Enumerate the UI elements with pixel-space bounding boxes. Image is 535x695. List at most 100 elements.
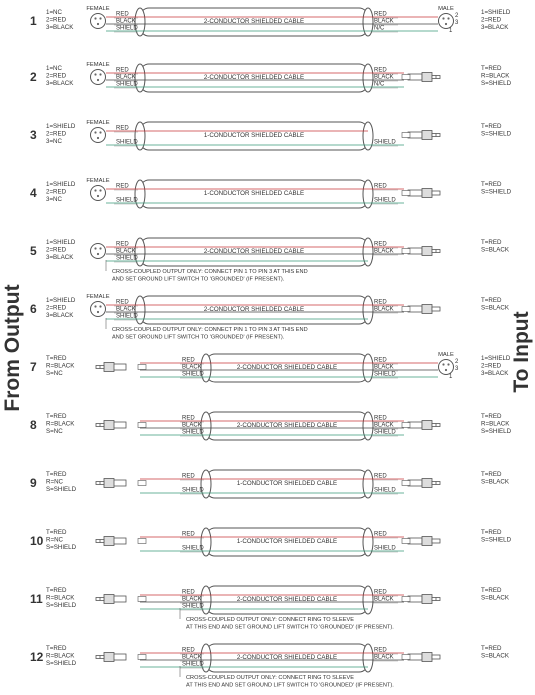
xlr-body <box>90 243 106 259</box>
cable: 1-CONDUCTOR SHIELDED CABLE <box>134 179 374 209</box>
cross-coupled-note: AND SET GROUND LIFT SWITCH TO 'GROUNDED'… <box>112 335 285 341</box>
right-wire-label: RED <box>374 68 387 74</box>
plug-tail <box>401 306 411 312</box>
right-pin-label: T=RED <box>481 239 502 246</box>
left-wire-label: RED <box>182 648 195 654</box>
left-pin-label: 2=RED <box>46 189 67 196</box>
left-wire-label: RED <box>116 126 129 132</box>
right-plug-connector <box>401 188 441 198</box>
right-wire-label: N/C <box>374 82 385 88</box>
cross-coupled-note: CROSS-COUPLED OUTPUT ONLY: CONNECT PIN 1… <box>112 269 308 275</box>
left-wire-label: SHIELD <box>182 546 204 552</box>
cable-right-end <box>362 7 374 37</box>
left-wire-label: BLACK <box>116 249 136 255</box>
xlr-body <box>90 69 106 85</box>
left-wire-label: RED <box>116 184 129 190</box>
right-wire-label: BLACK <box>374 75 394 81</box>
cable-left-end <box>200 411 212 441</box>
right-pin-label: T=RED <box>481 413 502 420</box>
xlr-pin <box>444 368 448 372</box>
left-wire-label: SHIELD <box>182 430 204 436</box>
cable-right-end <box>362 527 374 557</box>
right-wire-label: BLACK <box>374 423 394 429</box>
cable-left-end <box>200 527 212 557</box>
right-plug-connector <box>401 420 441 430</box>
left-pin-label: S=NC <box>46 370 63 377</box>
xlr-pin <box>94 189 97 192</box>
xlr-pin <box>99 189 102 192</box>
xlr-pin-number: 1 <box>449 28 453 34</box>
plug-grip <box>421 130 433 140</box>
left-connector-heading: FEMALE <box>86 62 109 68</box>
row-number: 4 <box>30 186 37 200</box>
xlr-pin <box>94 305 97 308</box>
right-pin-label: S=BLACK <box>481 305 510 312</box>
right-pin-label: S=SHIELD <box>481 80 512 87</box>
cable-right-end <box>362 411 374 441</box>
cable: 2-CONDUCTOR SHIELDED CABLE <box>134 63 374 93</box>
left-wire-label: SHIELD <box>182 604 204 610</box>
row-number: 12 <box>30 650 44 664</box>
left-wire-label: SHIELD <box>116 82 138 88</box>
plug-tail <box>401 538 411 544</box>
row-8: 8T=REDR=BLACKS=NCT=REDR=BLACKS=SHIELD2-C… <box>30 411 512 441</box>
left-pin-label: R=BLACK <box>46 653 75 660</box>
xlr-pin-number: 2 <box>455 359 459 365</box>
plug-tail <box>137 480 147 486</box>
plug-tail <box>401 654 411 660</box>
right-wire-label: RED <box>374 184 387 190</box>
xlr-pin <box>96 252 100 256</box>
xlr-pin <box>94 131 97 134</box>
xlr-pin <box>94 17 97 20</box>
plug-tail <box>137 596 147 602</box>
left-pin-label: T=RED <box>46 529 67 536</box>
left-wire-label: BLACK <box>182 423 202 429</box>
right-pin-label: S=SHIELD <box>481 428 512 435</box>
cross-coupled-note: CROSS-COUPLED OUTPUT ONLY: CONNECT PIN 1… <box>112 327 308 333</box>
row-number: 5 <box>30 244 37 258</box>
left-pin-label: 3=BLACK <box>46 254 74 261</box>
left-pin-label: 1=SHIELD <box>46 123 76 130</box>
cable-label: 1-CONDUCTOR SHIELDED CABLE <box>204 132 304 139</box>
cable-left-end <box>200 643 212 673</box>
right-wire-label: RED <box>374 648 387 654</box>
right-pin-label: S=BLACK <box>481 595 510 602</box>
left-pin-label: S=SHIELD <box>46 486 77 493</box>
right-wire-label: RED <box>374 358 387 364</box>
cable-label: 2-CONDUCTOR SHIELDED CABLE <box>204 306 304 313</box>
right-connector-heading: MALE <box>438 352 454 358</box>
left-pin-label: S=SHIELD <box>46 660 77 667</box>
plug-tail <box>401 596 411 602</box>
right-wire-label: SHIELD <box>374 198 396 204</box>
left-wire-label: BLACK <box>116 19 136 25</box>
xlr-pin <box>99 131 102 134</box>
plug-tail <box>401 480 411 486</box>
xlr-pin <box>99 17 102 20</box>
left-wire-label: RED <box>182 416 195 422</box>
left-pin-label: R=NC <box>46 537 64 544</box>
xlr-pin-number: 3 <box>455 20 459 26</box>
left-wire-label: SHIELD <box>182 372 204 378</box>
right-plug-connector <box>401 536 441 546</box>
left-pin-label: T=RED <box>46 471 67 478</box>
cable-label: 1-CONDUCTOR SHIELDED CABLE <box>237 480 337 487</box>
left-wire-label: RED <box>182 532 195 538</box>
right-wire-label: RED <box>374 532 387 538</box>
left-pin-label: S=SHIELD <box>46 544 77 551</box>
cable-right-end <box>362 295 374 325</box>
left-plug-connector <box>95 478 147 488</box>
row-number: 8 <box>30 418 37 432</box>
left-pin-label: 1=SHIELD <box>46 181 76 188</box>
xlr-pin <box>96 194 100 198</box>
cable: 2-CONDUCTOR SHIELDED CABLE <box>200 353 374 383</box>
left-plug-connector <box>95 594 147 604</box>
cable-left-end <box>134 121 146 151</box>
plug-grip <box>421 536 433 546</box>
row-number: 1 <box>30 14 37 28</box>
left-pin-label: 2=RED <box>46 73 67 80</box>
left-pin-label: 1=SHIELD <box>46 239 76 246</box>
plug-tip <box>431 538 441 544</box>
